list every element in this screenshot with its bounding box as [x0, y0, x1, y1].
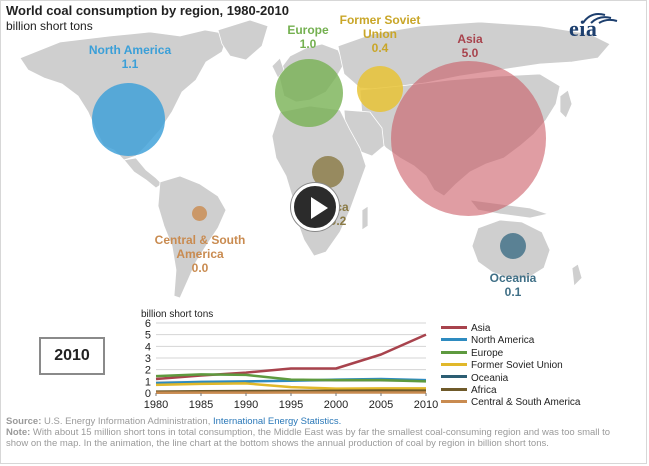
y-tick-label: 5 — [145, 330, 151, 342]
source-label: Source: — [6, 416, 42, 427]
legend-label: Central & South America — [471, 397, 581, 409]
bubble-oceania — [500, 233, 526, 259]
label-fsu-value: 0.4 — [371, 41, 389, 55]
label-oceania-value: 0.1 — [504, 285, 522, 299]
label-csa-name-2: America — [176, 247, 224, 261]
x-tick-label: 1995 — [279, 399, 303, 411]
label-asia: Asia 5.0 — [440, 32, 500, 60]
legend-swatch — [441, 325, 467, 329]
legend-label: Former Soviet Union — [471, 360, 563, 372]
legend-swatch — [441, 375, 467, 379]
source-line: Source: U.S. Energy Information Administ… — [6, 416, 634, 427]
legend-item: North America — [441, 335, 581, 347]
eia-logo[interactable]: eia — [569, 16, 598, 41]
legend-item: Asia — [441, 323, 581, 335]
y-tick-label: 0 — [145, 388, 151, 400]
source-link[interactable]: International Energy Statistics. — [212, 416, 342, 427]
x-tick-label: 2000 — [324, 399, 348, 411]
x-tick-label: 1980 — [144, 399, 168, 411]
legend-item: Former Soviet Union — [441, 360, 581, 372]
label-csa-name-1: Central & South — [154, 233, 246, 247]
label-north-america-name: North America — [88, 43, 172, 57]
x-tick-label: 2010 — [414, 399, 438, 411]
label-north-america-value: 1.1 — [121, 57, 139, 71]
label-asia-value: 5.0 — [461, 46, 479, 60]
bubble-asia — [391, 61, 546, 216]
bubble-former-soviet-union — [357, 66, 403, 112]
source-text: U.S. Energy Information Administration, — [44, 416, 211, 427]
series-line-asia — [155, 333, 427, 381]
legend-swatch — [441, 338, 467, 342]
note-label: Note: — [6, 427, 31, 438]
legend-label: North America — [471, 335, 535, 347]
chart-title: World coal consumption by region, 1980-2… — [6, 3, 289, 18]
label-asia-name: Asia — [457, 32, 483, 46]
x-tick-label: 1990 — [234, 399, 258, 411]
legend-item: Europe — [441, 348, 581, 360]
play-button[interactable] — [291, 183, 339, 231]
y-tick-label: 6 — [145, 318, 151, 330]
legend-swatch — [441, 350, 467, 354]
legend-swatch — [441, 400, 467, 404]
legend-item: Africa — [441, 385, 581, 397]
y-tick-label: 4 — [145, 341, 151, 353]
bubble-north-america — [92, 83, 165, 156]
label-oceania-name: Oceania — [489, 271, 537, 285]
legend-label: Europe — [471, 347, 504, 359]
label-north-america: North America 1.1 — [75, 43, 185, 71]
label-europe: Europe 1.0 — [275, 23, 341, 51]
label-oceania: Oceania 0.1 — [478, 271, 548, 299]
greenland-landmass — [217, 19, 269, 61]
madagascar-landmass — [361, 205, 369, 231]
legend-swatch — [441, 387, 467, 391]
legend-item: Oceania — [441, 373, 581, 385]
y-tick-label: 2 — [145, 365, 151, 377]
legend-label: Oceania — [471, 372, 509, 384]
series-line-africa — [155, 389, 427, 393]
note-line: Note: With about 15 million short tons i… — [6, 427, 634, 449]
label-csa-value: 0.0 — [191, 261, 209, 275]
eia-logo-arc-icon — [582, 13, 618, 24]
bubble-europe — [275, 59, 343, 127]
y-tick-label: 3 — [145, 353, 151, 365]
japan-landmass — [559, 89, 573, 119]
y-tick-label: 1 — [145, 376, 151, 388]
source-notes: Source: U.S. Energy Information Administ… — [6, 416, 634, 449]
series-line-former-soviet-union — [155, 382, 426, 390]
label-former-soviet-union: Former Soviet Union 0.4 — [330, 13, 430, 55]
x-tick-label: 2005 — [369, 399, 393, 411]
legend-item: Central & South America — [441, 397, 581, 409]
legend-label: Asia — [471, 323, 491, 334]
legend-label: Africa — [471, 384, 497, 396]
series-line-europe — [155, 373, 427, 383]
chart-legend: Asia North America Europe Former Soviet Uni… — [441, 323, 581, 410]
x-tick-label: 1985 — [189, 399, 213, 411]
new-zealand-landmass — [571, 263, 583, 287]
play-icon — [311, 197, 328, 219]
note-text: With about 15 million short tons in tota… — [6, 427, 611, 449]
legend-swatch — [441, 363, 467, 367]
year-display: 2010 — [39, 337, 105, 375]
label-fsu-name-1: Former Soviet — [339, 13, 421, 27]
chart-ylabel: billion short tons — [141, 309, 213, 320]
bubble-africa — [312, 156, 344, 188]
bubble-central-south-america — [192, 206, 207, 221]
south-america-landmass — [157, 175, 227, 299]
label-europe-name: Europe — [287, 23, 329, 37]
label-fsu-name-2: Union — [363, 27, 397, 41]
chart-subtitle: billion short tons — [6, 19, 93, 33]
label-europe-value: 1.0 — [299, 37, 317, 51]
label-central-south-america: Central & South America 0.0 — [140, 233, 260, 275]
